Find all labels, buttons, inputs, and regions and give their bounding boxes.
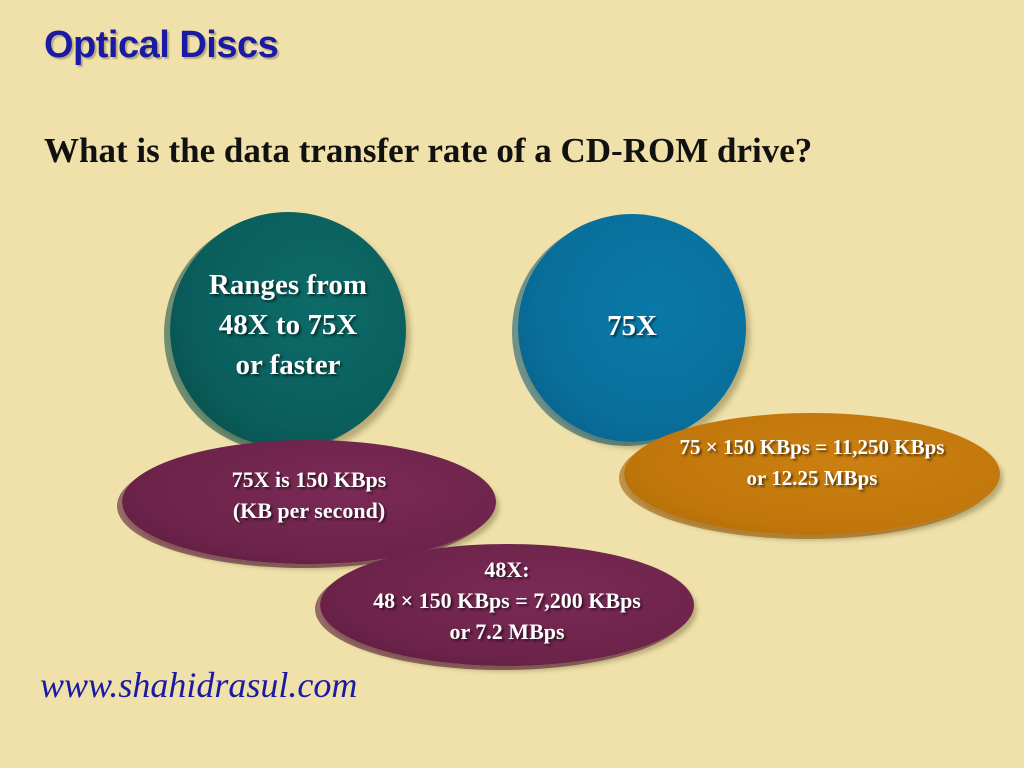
orange-ellipse-bubble: 75 × 150 KBps = 11,250 KBps or 12.25 MBp… <box>624 413 1000 535</box>
teal-circle-text: Ranges from 48X to 75X or faster <box>209 265 367 385</box>
purple-ellipse-1-line-1: 75X is 150 KBps <box>231 467 387 492</box>
purple-ellipse-1-text: 75X is 150 KBps (KB per second) <box>232 464 387 526</box>
teal-circle-bubble: Ranges from 48X to 75X or faster <box>170 212 406 448</box>
blue-circle-line-1: 75X <box>607 310 657 342</box>
purple-ellipse-bubble-2: 48X: 48 × 150 KBps = 7,200 KBps or 7.2 M… <box>320 544 694 666</box>
purple-ellipse-1-line-2: (KB per second) <box>232 498 386 523</box>
purple-ellipse-bubble-1: 75X is 150 KBps (KB per second) <box>122 440 496 564</box>
purple-ellipse-2-line-2: 48 × 150 KBps = 7,200 KBps <box>373 587 641 613</box>
orange-ellipse-line-1: 75 × 150 KBps = 11,250 KBps <box>679 435 945 459</box>
blue-circle-bubble: 75X <box>518 214 746 442</box>
footer-url[interactable]: www.shahidrasul.com <box>40 665 358 705</box>
orange-ellipse-text: 75 × 150 KBps = 11,250 KBps or 12.25 MBp… <box>680 432 945 494</box>
teal-circle-line-1: Ranges from <box>208 269 368 301</box>
purple-ellipse-2-line-3: or 7.2 MBps <box>449 618 565 644</box>
slide-question: What is the data transfer rate of a CD-R… <box>44 131 813 170</box>
teal-circle-line-2: 48X to 75X <box>218 309 358 341</box>
teal-circle-line-3: or faster <box>235 349 341 381</box>
orange-ellipse-line-2: or 12.25 MBps <box>746 466 878 490</box>
purple-ellipse-2-line-1: 48X: <box>484 556 530 582</box>
slide-title: Optical Discs <box>44 24 279 66</box>
purple-ellipse-2-text: 48X: 48 × 150 KBps = 7,200 KBps or 7.2 M… <box>373 554 641 647</box>
